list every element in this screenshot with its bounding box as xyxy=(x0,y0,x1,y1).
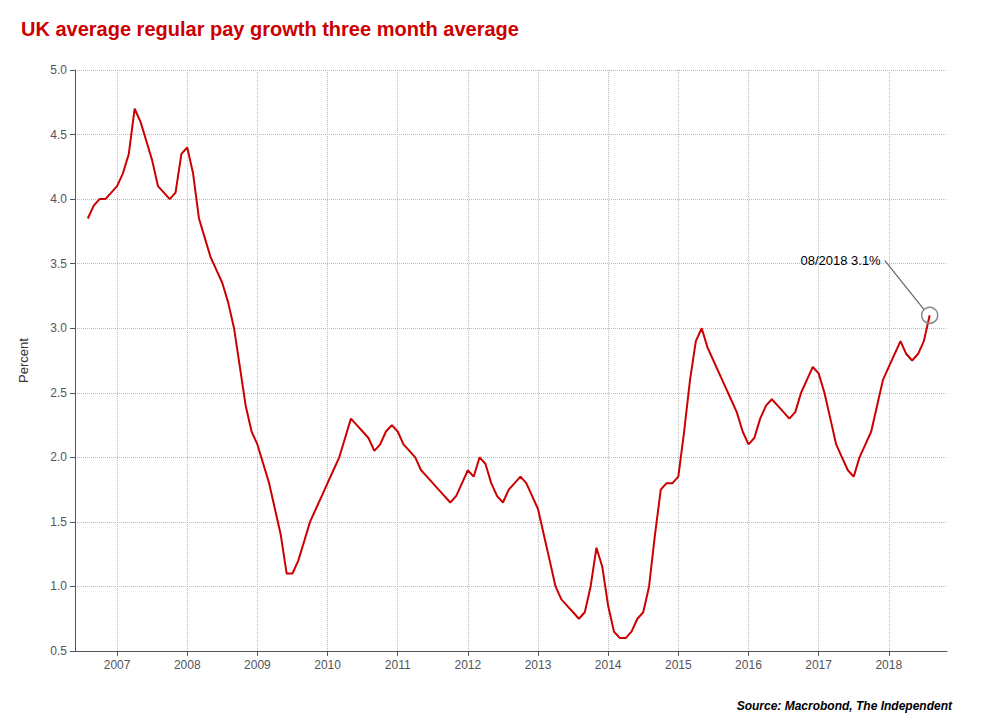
svg-text:2010: 2010 xyxy=(314,658,341,672)
svg-text:2012: 2012 xyxy=(455,658,482,672)
svg-text:UK average regular pay growth: UK average regular pay growth three mont… xyxy=(21,18,519,40)
svg-text:2017: 2017 xyxy=(805,658,832,672)
svg-text:2.5: 2.5 xyxy=(50,386,67,400)
svg-text:2016: 2016 xyxy=(735,658,762,672)
svg-text:2007: 2007 xyxy=(104,658,131,672)
svg-text:2014: 2014 xyxy=(595,658,622,672)
svg-text:2008: 2008 xyxy=(174,658,201,672)
svg-text:2009: 2009 xyxy=(244,658,271,672)
svg-text:3.0: 3.0 xyxy=(50,321,67,335)
svg-text:2015: 2015 xyxy=(665,658,692,672)
svg-text:0.5: 0.5 xyxy=(50,644,67,658)
svg-text:2011: 2011 xyxy=(385,658,411,672)
svg-text:2.0: 2.0 xyxy=(50,450,67,464)
svg-text:3.5: 3.5 xyxy=(50,257,67,271)
svg-text:2013: 2013 xyxy=(525,658,552,672)
svg-text:08/2018 3.1%: 08/2018 3.1% xyxy=(800,253,881,268)
svg-text:4.0: 4.0 xyxy=(50,192,67,206)
svg-text:4.5: 4.5 xyxy=(50,128,67,142)
svg-text:Percent: Percent xyxy=(16,338,31,383)
svg-text:1.0: 1.0 xyxy=(50,579,67,593)
svg-text:5.0: 5.0 xyxy=(50,63,67,77)
svg-text:Source: Macrobond, The Indepen: Source: Macrobond, The Independent xyxy=(737,699,953,713)
svg-text:2018: 2018 xyxy=(875,658,902,672)
svg-text:1.5: 1.5 xyxy=(50,515,67,529)
